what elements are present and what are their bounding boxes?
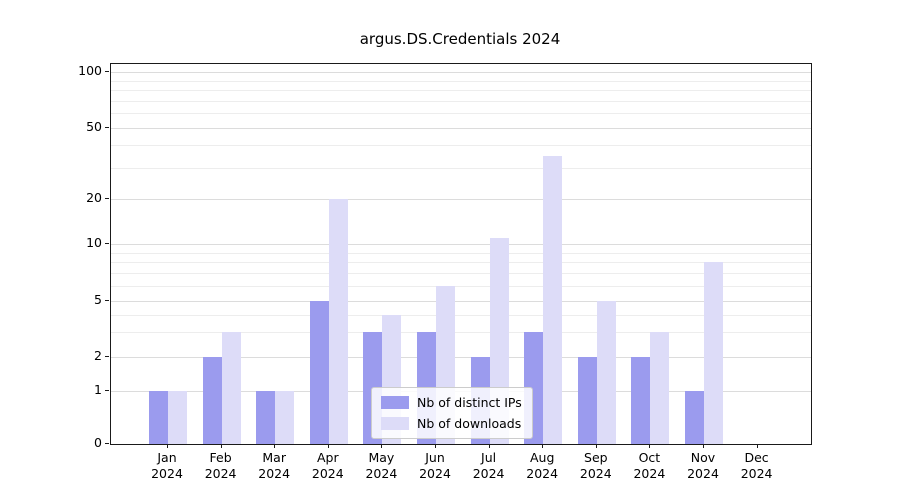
gridline — [111, 128, 811, 129]
y-tick-mark — [105, 198, 109, 199]
bar-distinct-ips — [202, 357, 222, 444]
bar-distinct-ips — [149, 391, 168, 444]
bar-distinct-ips — [309, 301, 329, 444]
legend-swatch-downloads-icon — [381, 417, 409, 430]
x-tick-label: Feb 2024 — [204, 450, 237, 481]
y-tick-mark — [105, 356, 109, 357]
bar-downloads — [650, 332, 670, 444]
gridline — [111, 301, 811, 302]
bar-distinct-ips — [631, 357, 651, 444]
gridline — [111, 357, 811, 358]
bar-downloads — [168, 391, 187, 444]
bar-distinct-ips — [685, 391, 704, 444]
x-tick-label: Oct 2024 — [633, 450, 666, 481]
gridline — [111, 332, 811, 334]
y-tick-label: 10 — [86, 235, 102, 250]
x-tick-mark — [756, 444, 758, 448]
legend-swatch-distinct-ips-icon — [381, 396, 409, 409]
x-tick-mark — [649, 444, 651, 448]
x-tick-mark — [703, 444, 704, 448]
gridline — [111, 262, 811, 264]
gridline — [111, 145, 811, 147]
bar-downloads — [221, 332, 241, 444]
y-tick-label: 50 — [86, 119, 102, 134]
y-tick-mark — [105, 390, 109, 391]
bar-distinct-ips — [256, 391, 276, 444]
y-tick-mark — [105, 71, 109, 72]
bar-downloads — [543, 155, 563, 444]
bar-distinct-ips — [577, 357, 597, 444]
x-tick-label: Sep 2024 — [579, 450, 612, 481]
x-tick-label: Mar 2024 — [258, 450, 291, 481]
gridline — [111, 113, 811, 115]
x-tick-mark — [327, 444, 329, 448]
plot-area: Nb of distinct IPs Nb of downloads — [110, 63, 812, 445]
y-tick-mark — [105, 243, 109, 244]
gridline — [111, 314, 811, 316]
x-tick-mark — [488, 444, 490, 448]
gridline — [111, 286, 811, 287]
x-tick-label: Nov 2024 — [687, 450, 719, 481]
x-tick-label: Apr 2024 — [311, 450, 344, 481]
x-tick-label: Jun 2024 — [419, 450, 451, 481]
legend-label-distinct-ips: Nb of distinct IPs — [417, 395, 522, 410]
gridline — [111, 80, 811, 82]
legend-item-distinct-ips: Nb of distinct IPs — [381, 395, 522, 410]
x-tick-label: Jul 2024 — [472, 450, 505, 481]
y-tick-label: 5 — [94, 292, 102, 307]
x-tick-mark — [381, 444, 383, 448]
legend-item-downloads: Nb of downloads — [381, 416, 522, 431]
x-tick-label: May 2024 — [365, 450, 398, 481]
y-tick-mark — [105, 300, 109, 301]
chart-title: argus.DS.Credentials 2024 — [359, 30, 561, 48]
gridline — [111, 72, 811, 73]
x-tick-label: Aug 2024 — [526, 450, 559, 481]
bar-downloads — [596, 301, 616, 444]
x-tick-mark — [595, 444, 597, 448]
bar-downloads — [328, 199, 348, 444]
y-tick-label: 2 — [94, 348, 102, 363]
x-tick-label: Jan 2024 — [151, 450, 183, 481]
legend: Nb of distinct IPs Nb of downloads — [371, 387, 533, 439]
x-tick-mark — [274, 444, 276, 448]
gridline — [111, 90, 811, 92]
gridline — [111, 199, 811, 200]
gridline — [111, 167, 811, 169]
x-tick-label: Dec 2024 — [740, 450, 773, 481]
x-tick-mark — [167, 444, 168, 448]
bar-downloads — [704, 262, 723, 444]
gridline — [111, 273, 811, 275]
y-tick-mark — [105, 127, 109, 128]
bar-downloads — [275, 391, 295, 444]
gridline — [111, 244, 811, 245]
gridline — [111, 252, 811, 254]
x-tick-mark — [220, 444, 222, 448]
y-tick-label: 1 — [94, 382, 102, 397]
y-tick-label: 20 — [86, 190, 102, 205]
x-tick-mark — [435, 444, 436, 448]
y-tick-label: 100 — [78, 63, 102, 78]
x-tick-mark — [542, 444, 544, 448]
y-tick-label: 0 — [94, 435, 102, 450]
legend-label-downloads: Nb of downloads — [417, 416, 522, 431]
y-tick-mark — [105, 443, 109, 444]
gridline — [111, 100, 811, 102]
